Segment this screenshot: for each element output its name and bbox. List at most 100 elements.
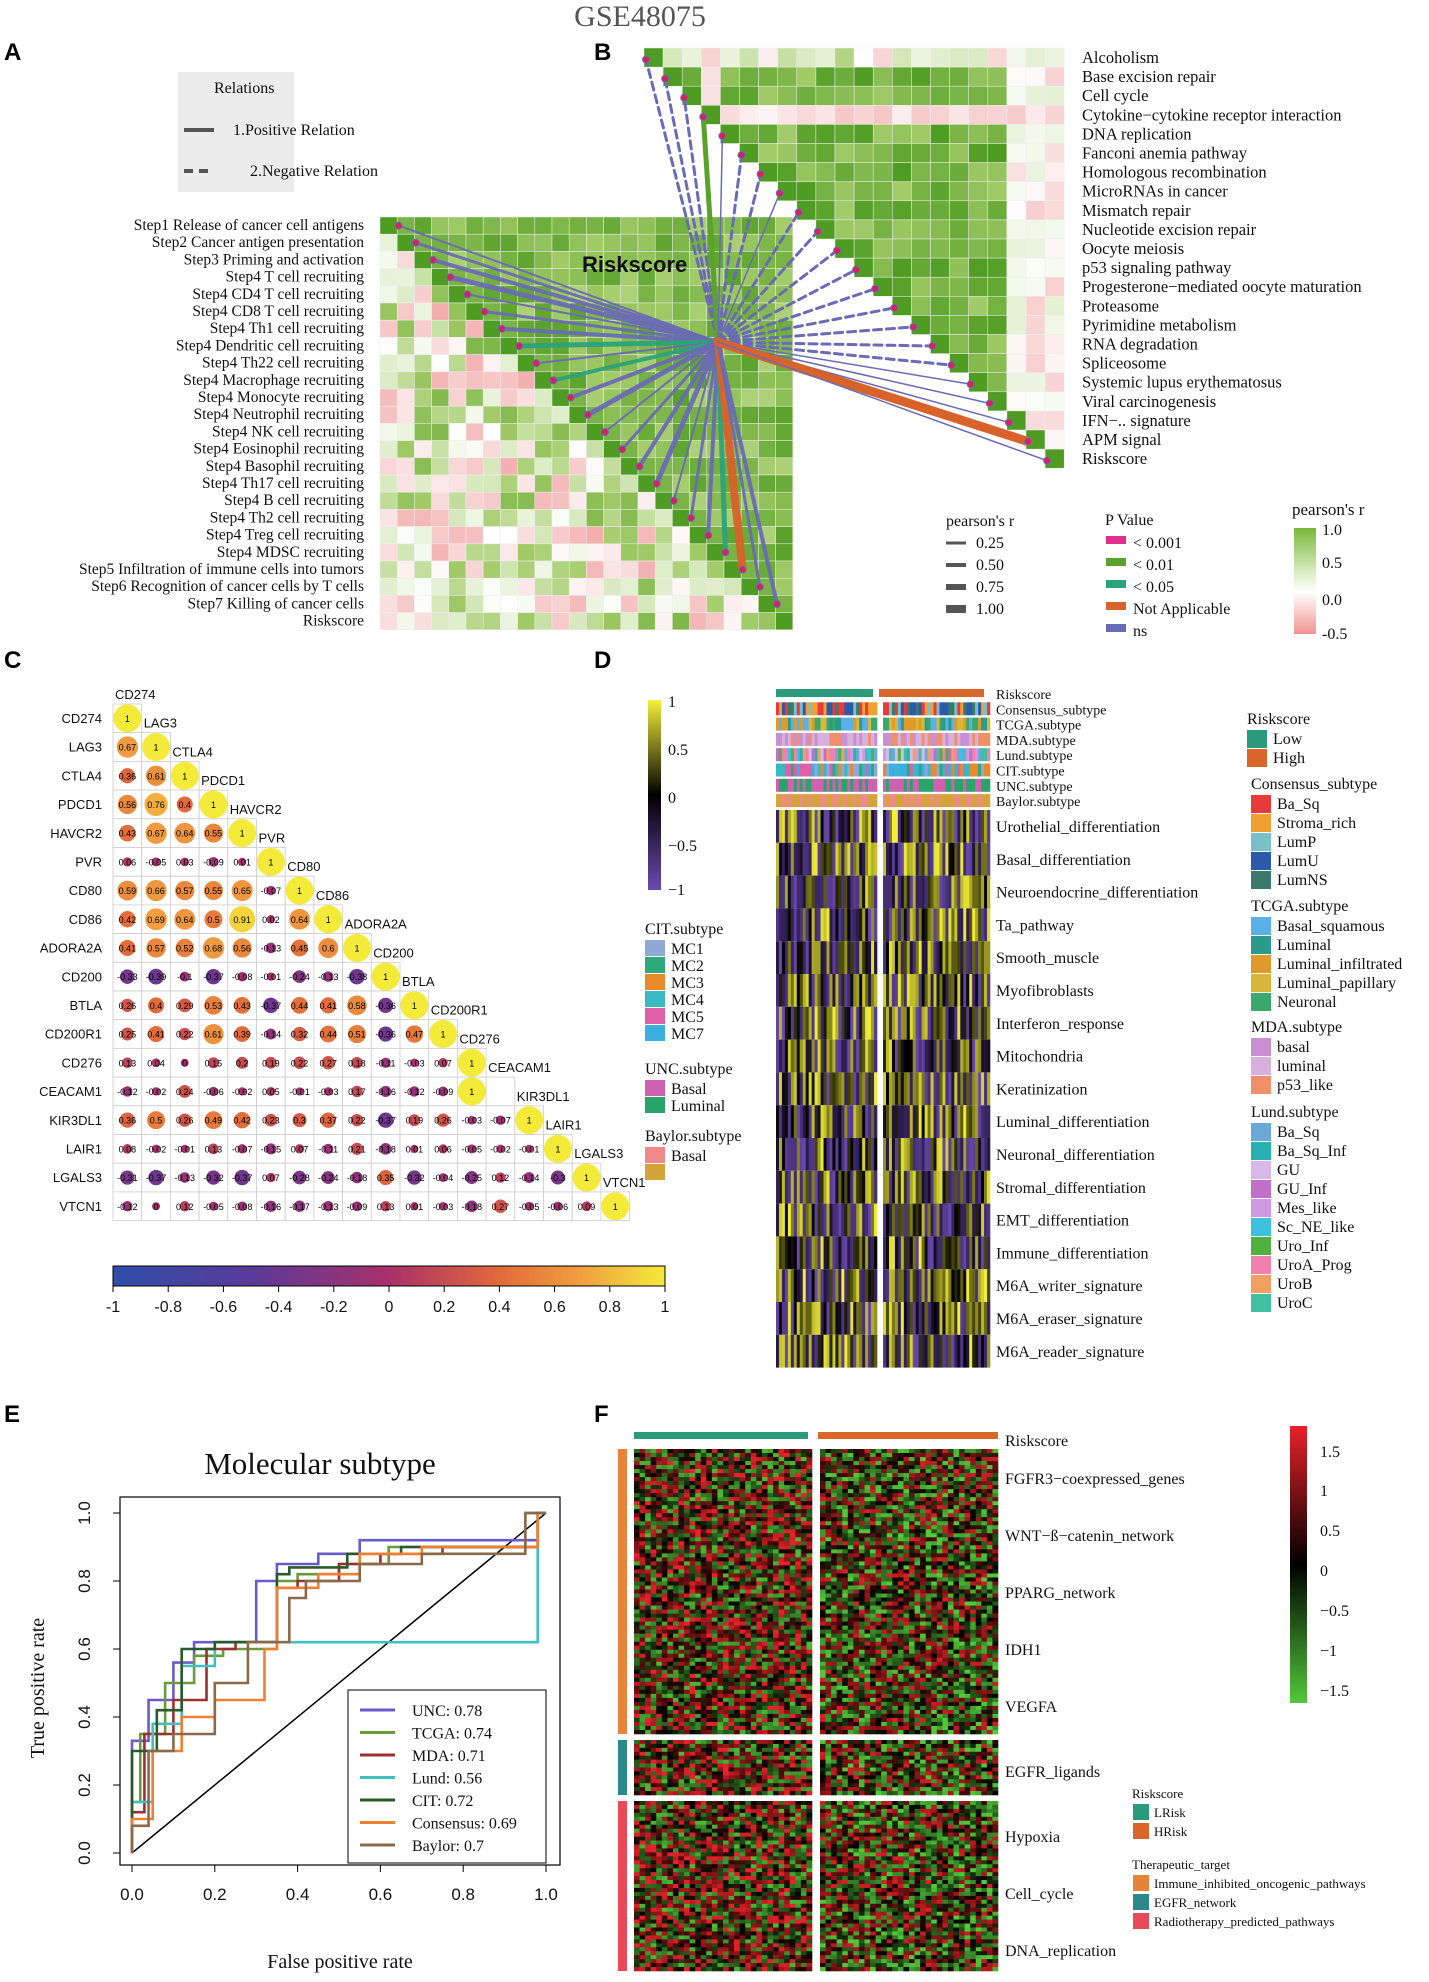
f-heat-cell bbox=[931, 1517, 938, 1522]
b-heat-cell bbox=[930, 238, 950, 259]
f-heat-cell bbox=[789, 1537, 796, 1542]
f-heat-cell bbox=[800, 1533, 807, 1538]
f-heat-cell bbox=[892, 1453, 899, 1458]
f-heat-cell bbox=[750, 1525, 757, 1530]
b-link-node bbox=[794, 208, 803, 217]
f-heat-cell bbox=[831, 1541, 837, 1546]
b-heat-cell bbox=[758, 47, 778, 68]
f-heat-cell bbox=[739, 1509, 746, 1514]
f-heat-cell bbox=[892, 1481, 899, 1486]
f-heat-cell bbox=[914, 1517, 921, 1522]
f-heat-cell bbox=[986, 1501, 993, 1506]
d-legend-swatch bbox=[645, 991, 665, 1007]
b-heat-cell bbox=[968, 124, 989, 144]
panel-label-a: A bbox=[4, 39, 21, 66]
d-heat-cell bbox=[918, 1236, 922, 1270]
f-heat-cell bbox=[953, 1541, 960, 1546]
d-anno-cell bbox=[906, 717, 911, 731]
d-heat-cell bbox=[897, 1334, 902, 1368]
f-heat-cell bbox=[853, 1481, 860, 1486]
b-heat-cell bbox=[796, 105, 817, 125]
d-heat-cell bbox=[808, 1269, 812, 1302]
d-anno-cell bbox=[951, 778, 955, 792]
d-heat-cell bbox=[933, 1302, 937, 1335]
d-heat-cell bbox=[817, 1334, 821, 1368]
d-heat-cell bbox=[954, 974, 958, 1007]
c-corr-value: -0.04 bbox=[433, 1173, 454, 1183]
f-heat-cell bbox=[667, 1481, 674, 1486]
d-heat-cell bbox=[918, 1269, 922, 1302]
d-heat-cell bbox=[808, 810, 812, 843]
d-heat-cell bbox=[948, 974, 952, 1007]
d-heat-cell bbox=[826, 1170, 830, 1204]
d-heat-cell bbox=[862, 941, 866, 974]
f-heat-cell bbox=[870, 1505, 876, 1510]
c-corr-value: -0.33 bbox=[117, 972, 138, 982]
d-anno-cell bbox=[814, 748, 818, 762]
f-heat-cell bbox=[650, 1545, 657, 1550]
d-heat-cell bbox=[975, 1302, 979, 1335]
f-heat-cell bbox=[773, 1473, 779, 1478]
f-heat-cell bbox=[903, 1513, 910, 1518]
e-xlabel: False positive rate bbox=[267, 1951, 413, 1973]
d-heat-cell bbox=[984, 1334, 988, 1368]
f-heat-cell bbox=[992, 1449, 999, 1454]
d-legend-swatch bbox=[1251, 852, 1271, 870]
d-legend-label: Luminal bbox=[671, 1098, 726, 1115]
a-heat-cell bbox=[465, 405, 484, 424]
d-legend-swatch bbox=[1251, 1218, 1271, 1236]
d-anno-cell bbox=[888, 763, 893, 777]
f-heat-cell bbox=[981, 1465, 988, 1470]
f-heat-cell bbox=[947, 1461, 954, 1466]
d-heat-cell bbox=[814, 1170, 818, 1204]
b-link-node bbox=[756, 170, 765, 179]
c-corr-value: 0.41 bbox=[319, 1001, 337, 1011]
d-heat-cell bbox=[891, 1105, 896, 1138]
d-heat-cell bbox=[826, 875, 830, 909]
d-heat-cell bbox=[894, 1334, 899, 1368]
d-heat-cell bbox=[927, 1334, 931, 1368]
c-corr-value: -0.32 bbox=[203, 1173, 224, 1183]
f-heat-cell bbox=[986, 1481, 993, 1486]
d-heat-cell bbox=[921, 1170, 925, 1204]
e-xtick-label: 1.0 bbox=[534, 1885, 558, 1904]
d-heat-cell bbox=[814, 974, 818, 1007]
f-heat-cell bbox=[909, 1521, 915, 1526]
a-heat-cell bbox=[448, 405, 467, 424]
d-heat-cell bbox=[814, 875, 818, 909]
b-heat-cell bbox=[1025, 47, 1046, 68]
b-heat-cell bbox=[892, 47, 912, 68]
f-heat-cell bbox=[650, 1521, 657, 1526]
d-heat-cell bbox=[930, 974, 934, 1007]
b-heat-cell bbox=[1044, 372, 1065, 393]
f-heat-cell bbox=[953, 1521, 960, 1526]
b-heat-cell bbox=[892, 162, 912, 182]
d-heat-cell bbox=[942, 1236, 946, 1270]
f-heat-cell bbox=[820, 1525, 826, 1530]
f-heat-cell bbox=[947, 1513, 954, 1518]
c-grid-cell bbox=[485, 1076, 516, 1107]
d-heat-cell bbox=[841, 810, 845, 843]
d-anno-cell bbox=[823, 778, 827, 792]
a-heat-cell bbox=[551, 457, 570, 476]
d-heat-cell bbox=[850, 908, 854, 942]
d-heat-cell bbox=[921, 810, 925, 843]
b-link-node bbox=[661, 74, 670, 83]
d-heat-cell bbox=[805, 1334, 809, 1368]
f-heat-cell bbox=[953, 1501, 960, 1506]
f-heat-cell bbox=[700, 1461, 707, 1466]
d-anno-cell bbox=[802, 778, 807, 792]
f-heat-cell bbox=[881, 1501, 888, 1506]
b-row-label: Fanconi anemia pathway bbox=[1082, 144, 1248, 163]
f-heat-cell bbox=[634, 1461, 640, 1466]
d-heat-cell bbox=[886, 842, 890, 876]
c-corr-value: 0.43 bbox=[119, 829, 137, 839]
d-heat-cell bbox=[888, 1236, 893, 1270]
d-anno-cell bbox=[909, 702, 914, 716]
d-heat-cell bbox=[945, 1039, 949, 1073]
d-anno-cell bbox=[778, 794, 783, 808]
d-anno-cell bbox=[886, 717, 890, 731]
f-heat-cell bbox=[886, 1493, 893, 1498]
f-heat-cell bbox=[864, 1517, 871, 1522]
d-heat-cell bbox=[808, 1302, 812, 1335]
